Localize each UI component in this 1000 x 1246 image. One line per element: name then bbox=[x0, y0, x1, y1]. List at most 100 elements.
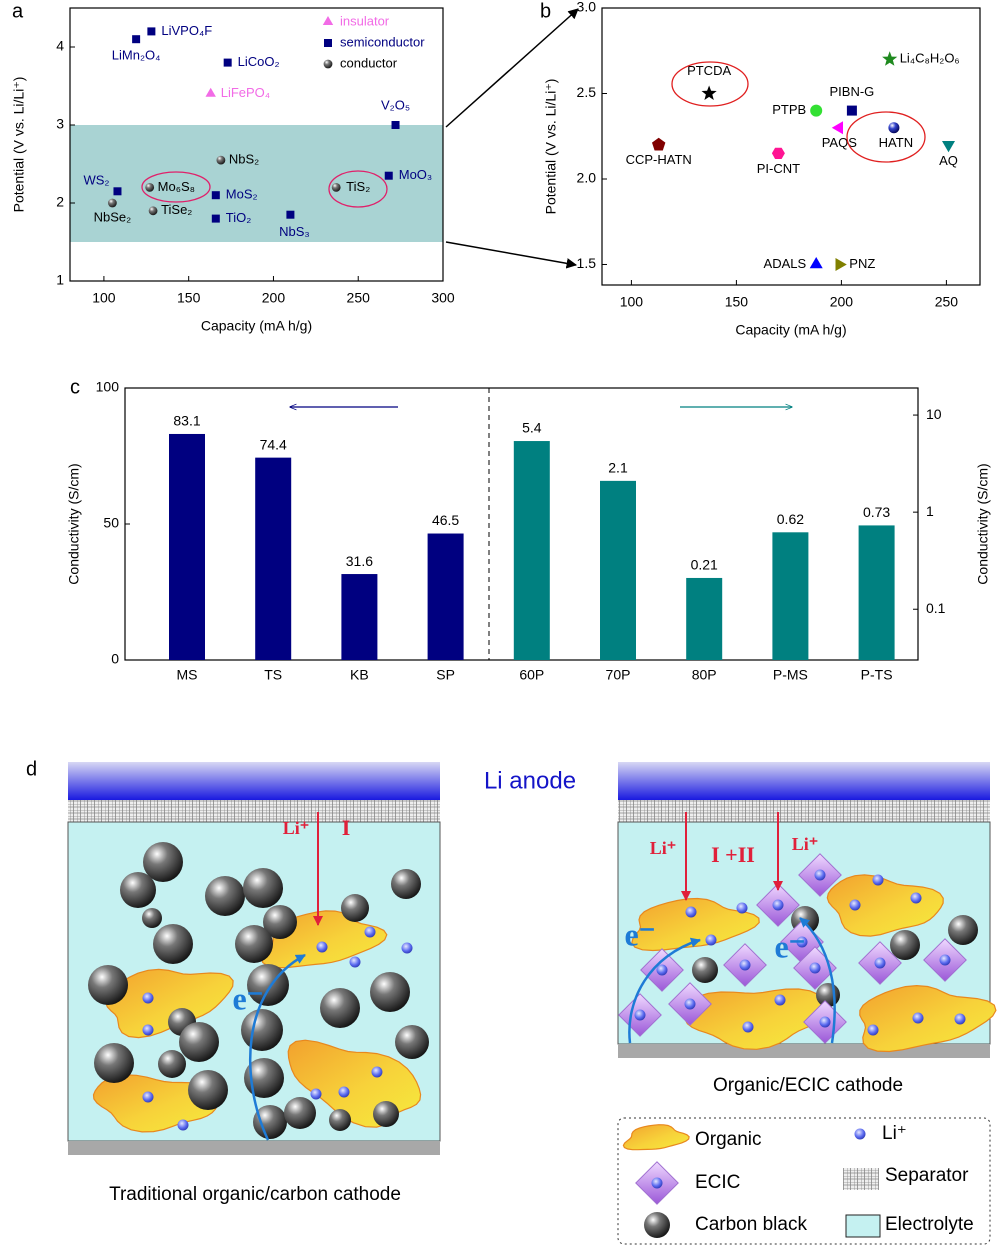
y-tick-label: 100 bbox=[96, 379, 120, 395]
x-tick-label: 60P bbox=[519, 667, 544, 683]
legend-label: insulator bbox=[340, 13, 390, 28]
x-tick-label: 300 bbox=[431, 290, 455, 306]
li-ion bbox=[854, 1128, 866, 1140]
current-collector bbox=[618, 1044, 990, 1058]
marker bbox=[211, 191, 220, 200]
li-ion bbox=[705, 934, 717, 946]
carbon-black bbox=[370, 972, 410, 1012]
legend-label: ECIC bbox=[695, 1172, 740, 1193]
panel-letter: c bbox=[70, 376, 80, 398]
marker bbox=[846, 105, 857, 116]
highlight bbox=[846, 111, 926, 163]
y-axis-title: Potential (V vs. Li/Li⁺) bbox=[11, 77, 27, 213]
legend-label: Electrolyte bbox=[885, 1214, 974, 1235]
organic bbox=[622, 1124, 690, 1151]
point-label: LiCoO₂ bbox=[238, 54, 280, 69]
point-label: HATN bbox=[879, 135, 913, 150]
li-ion bbox=[819, 1016, 831, 1028]
marker bbox=[942, 141, 955, 153]
li-ion bbox=[651, 1177, 663, 1189]
y-axis-title: Potential (V vs. Li/Li⁺) bbox=[543, 79, 559, 215]
li-ion bbox=[739, 959, 751, 971]
li-ion bbox=[772, 899, 784, 911]
legend-label: Separator bbox=[885, 1165, 969, 1186]
y-tick-label: 50 bbox=[103, 515, 119, 531]
value-label: 0.21 bbox=[691, 557, 718, 573]
marker bbox=[147, 27, 156, 36]
y-tick-label: 3 bbox=[56, 116, 64, 132]
li-ion bbox=[316, 941, 328, 953]
li-ion bbox=[310, 1088, 322, 1100]
marker bbox=[113, 187, 122, 196]
highlight bbox=[671, 61, 749, 107]
legend-label: Organic bbox=[695, 1129, 762, 1150]
bar bbox=[427, 533, 464, 660]
point-label: PAQS bbox=[822, 135, 857, 150]
li-ion bbox=[736, 902, 748, 914]
marker bbox=[701, 85, 717, 100]
anode bbox=[618, 762, 990, 800]
x-tick-label: KB bbox=[350, 667, 369, 683]
point-label: WS₂ bbox=[83, 173, 109, 188]
li-ion bbox=[142, 992, 154, 1004]
highlight bbox=[328, 170, 388, 208]
carbon-black bbox=[890, 930, 920, 960]
marker bbox=[324, 39, 332, 47]
x-tick-label: P-TS bbox=[861, 667, 893, 683]
li-ion bbox=[874, 957, 886, 969]
y2-axis-title: Conductivity (S/cm) bbox=[975, 463, 991, 584]
marker bbox=[810, 104, 823, 117]
plot-frame bbox=[601, 7, 981, 286]
point-label: LiVPO₄F bbox=[161, 23, 212, 38]
electrolyte-swatch bbox=[845, 1214, 881, 1238]
marker bbox=[145, 183, 155, 192]
carbon-black bbox=[120, 872, 156, 908]
x-tick-label: 150 bbox=[177, 290, 201, 306]
shaded-range bbox=[70, 125, 443, 242]
electron-label: e⁻ bbox=[774, 928, 805, 964]
x-tick-label: 250 bbox=[935, 294, 959, 310]
x-axis-title: Capacity (mA h/g) bbox=[201, 318, 312, 334]
marker bbox=[809, 257, 823, 269]
li-ion bbox=[177, 1119, 189, 1131]
bar bbox=[772, 532, 809, 660]
value-label: 2.1 bbox=[608, 460, 628, 476]
y-tick-label: 2.0 bbox=[577, 170, 597, 186]
li-ion bbox=[142, 1091, 154, 1103]
carbon-black bbox=[320, 988, 360, 1028]
value-label: 0.73 bbox=[863, 504, 890, 520]
bar bbox=[858, 525, 895, 660]
carbon-black bbox=[88, 965, 128, 1005]
li-ion bbox=[872, 874, 884, 886]
panel-letter: a bbox=[12, 0, 24, 22]
point-label: PIBN-G bbox=[830, 84, 875, 99]
carbon-black bbox=[244, 1058, 284, 1098]
bar bbox=[513, 441, 550, 660]
point-label: TiO₂ bbox=[226, 210, 252, 225]
li-ion bbox=[364, 926, 376, 938]
point-label: Li₄C₈H₂O₆ bbox=[900, 51, 960, 66]
marker bbox=[223, 58, 232, 67]
electron-label: e⁻ bbox=[232, 980, 263, 1016]
x-tick-label: 80P bbox=[692, 667, 717, 683]
li-ion bbox=[849, 899, 861, 911]
ion-label: Li⁺ bbox=[283, 818, 310, 838]
electron-label: e⁻ bbox=[624, 916, 655, 952]
electron-arrow bbox=[799, 917, 836, 1044]
legend-label: semiconductor bbox=[340, 34, 425, 49]
li-ion bbox=[349, 956, 361, 968]
li-ion bbox=[142, 1024, 154, 1036]
y-tick-label: 4 bbox=[56, 38, 64, 54]
zoom-arrow bbox=[445, 241, 578, 269]
marker bbox=[322, 16, 334, 25]
point-label: TiS₂ bbox=[346, 179, 370, 194]
process-label: I +II bbox=[711, 842, 755, 867]
y-tick-label: 0 bbox=[111, 651, 119, 667]
x-axis-title: Capacity (mA h/g) bbox=[735, 322, 846, 338]
value-label: 83.1 bbox=[173, 413, 200, 429]
li-ion bbox=[338, 1086, 350, 1098]
x-tick-label: 100 bbox=[620, 294, 644, 310]
x-tick-label: SP bbox=[436, 667, 455, 683]
carbon-black bbox=[179, 1022, 219, 1062]
point-label: PNZ bbox=[849, 256, 875, 271]
